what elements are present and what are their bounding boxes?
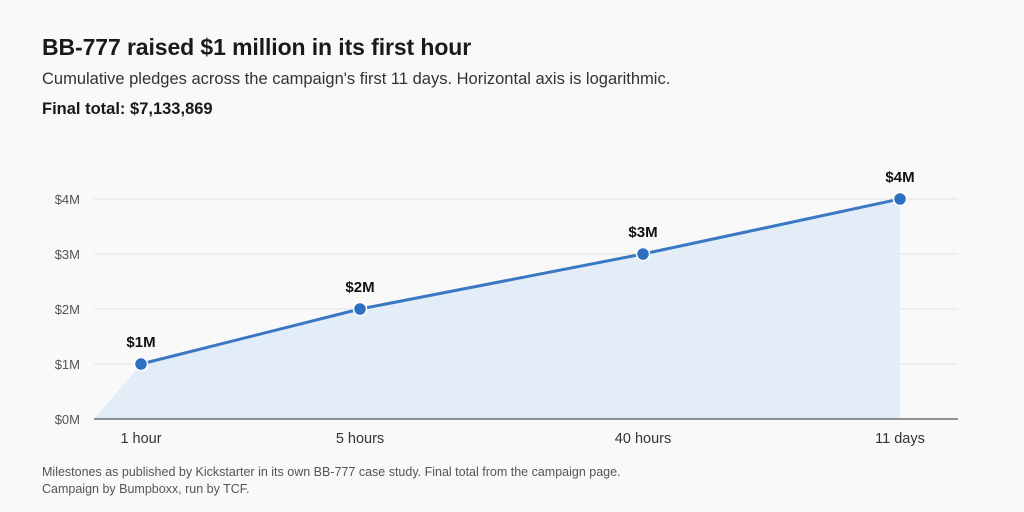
data-point [352,301,368,317]
axes: $0M $1M $2M $3M $4M 1 hour 5 hours 40 hours 11 d… [55,192,958,447]
y-tick-label: $4M [55,192,80,207]
x-tick-label: 40 hours [615,431,671,447]
data-label: $3M [628,224,657,241]
data-label: $1M [126,334,155,351]
x-tick-label: 5 hours [336,431,384,447]
final-total-label: Final total: [42,100,126,118]
data-label: $4M [885,169,914,186]
x-tick-label: 11 days [875,431,925,447]
y-tick-label: $2M [55,302,80,317]
source-note-line2: Campaign by Bumpboxx, run by TCF. [42,482,250,496]
final-total-value: $7,133,869 [130,100,213,118]
area-fill [94,199,900,419]
data-labels: $1M $2M $3M $4M [126,169,914,351]
y-tick-label: $0M [55,412,80,427]
data-points [133,191,908,372]
data-point [892,191,908,207]
y-tick-label: $1M [55,357,80,372]
chart-title: BB-777 raised $1 million in its first ho… [42,34,472,60]
source-note: Milestones as published by Kickstarter i… [42,464,621,498]
area-fill-layer [94,199,900,419]
chart-subtitle: Cumulative pledges across the campaign's… [42,70,671,88]
series-line [140,197,901,366]
data-point [133,356,149,372]
data-label: $2M [345,279,374,296]
series-line-layer [140,197,901,366]
y-tick-label: $3M [55,247,80,262]
source-note-line1: Milestones as published by Kickstarter i… [42,465,621,479]
x-tick-label: 1 hour [120,431,161,447]
data-point [635,246,651,262]
final-total: Final total: $7,133,869 [42,100,213,119]
